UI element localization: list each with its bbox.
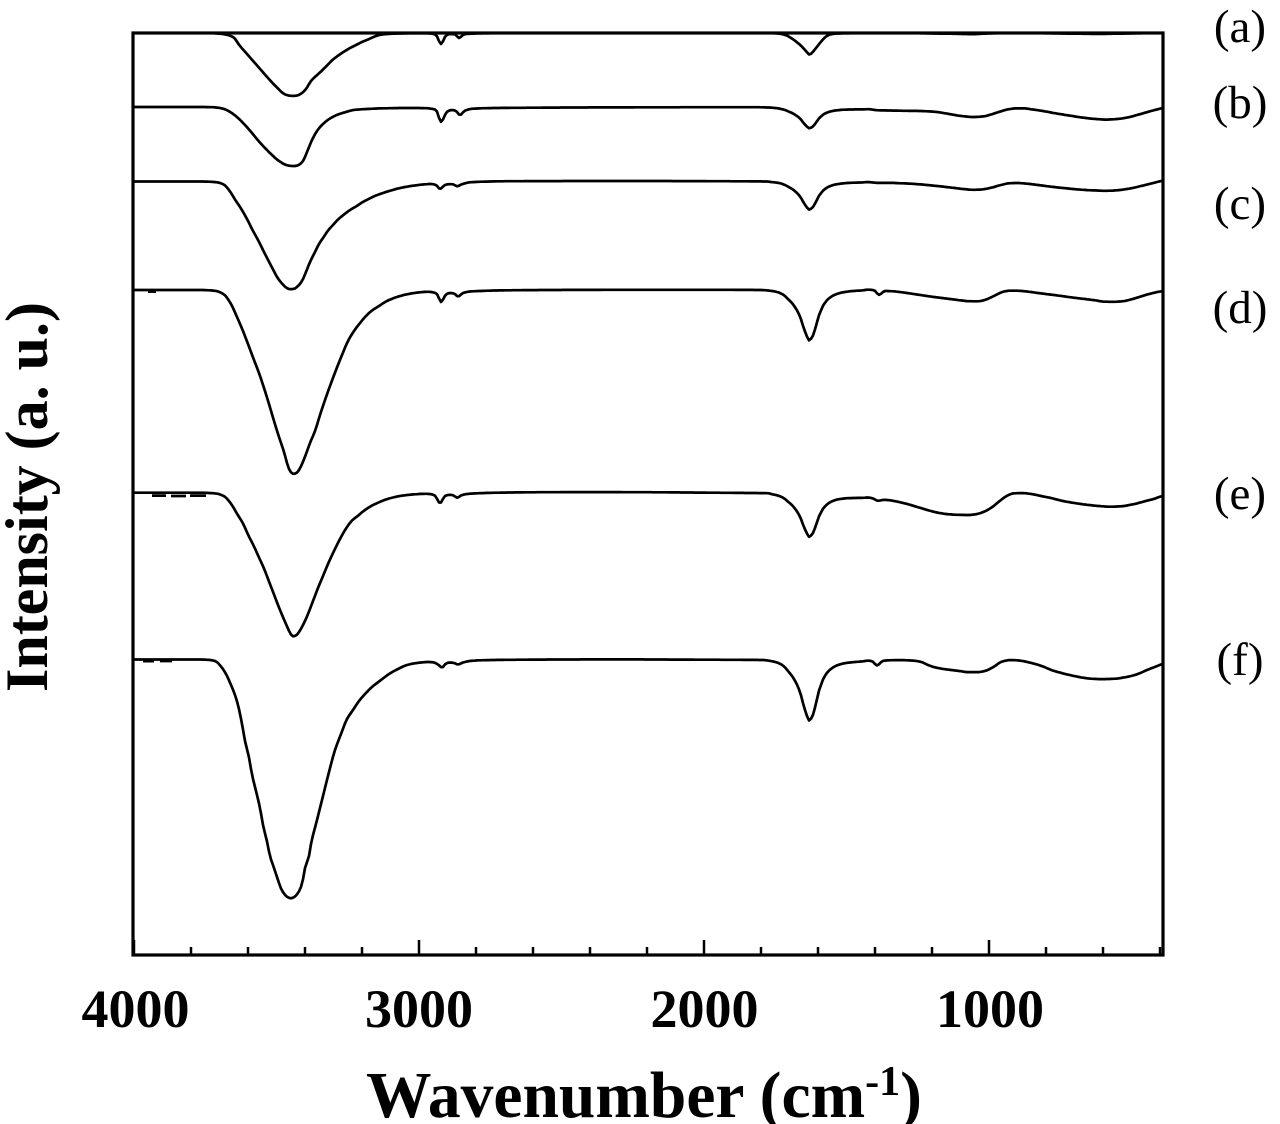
svg-text:(d): (d) bbox=[1213, 282, 1268, 334]
svg-text:4000: 4000 bbox=[82, 979, 190, 1039]
svg-text:Wavenumber (cm-1): Wavenumber (cm-1) bbox=[366, 1059, 922, 1124]
svg-text:1000: 1000 bbox=[936, 979, 1044, 1039]
svg-text:Intensity (a. u.): Intensity (a. u.) bbox=[0, 302, 60, 692]
svg-text:(c): (c) bbox=[1214, 178, 1266, 230]
svg-text:2000: 2000 bbox=[651, 979, 759, 1039]
svg-text:(a): (a) bbox=[1214, 1, 1266, 53]
svg-text:3000: 3000 bbox=[365, 979, 473, 1039]
svg-text:(b): (b) bbox=[1213, 77, 1268, 129]
svg-text:(f): (f) bbox=[1217, 634, 1264, 686]
svg-text:(e): (e) bbox=[1214, 468, 1266, 520]
